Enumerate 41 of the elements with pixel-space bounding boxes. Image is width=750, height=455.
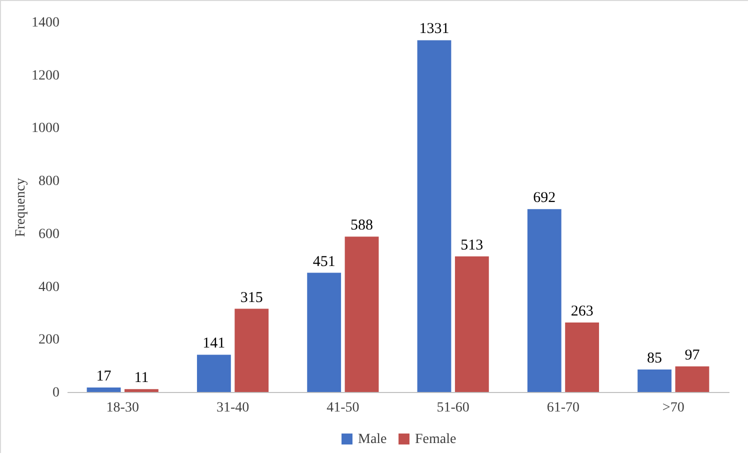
bar (196, 354, 231, 392)
y-tick-label: 1400 (32, 16, 60, 30)
data-label: 692 (533, 190, 556, 206)
data-label: 85 (647, 350, 662, 367)
y-tick-label: 1200 (32, 68, 60, 84)
bar (454, 256, 489, 392)
data-label: 1331 (419, 21, 450, 38)
data-label: 315 (240, 290, 263, 306)
legend-label: Female (415, 432, 456, 447)
bar (675, 366, 710, 392)
data-label: 588 (350, 218, 374, 234)
bar (234, 308, 269, 392)
x-tick-label: 31-40 (216, 400, 250, 416)
data-label: 513 (460, 237, 484, 254)
bar (565, 322, 600, 392)
x-tick-label: 61-70 (546, 400, 580, 416)
data-label: 141 (202, 336, 226, 352)
x-tick-label: >70 (662, 400, 684, 416)
data-label: 263 (570, 303, 594, 320)
y-tick-label: 600 (38, 226, 60, 242)
bar (527, 209, 562, 392)
bar (344, 236, 379, 392)
x-tick-label: 41-50 (326, 400, 360, 416)
y-tick-label: 400 (38, 280, 60, 295)
y-tick-label: 200 (38, 332, 60, 348)
x-tick-label: 51-60 (436, 400, 470, 416)
bar (638, 370, 672, 392)
legend-label: Male (358, 432, 387, 447)
data-label: 11 (134, 370, 149, 386)
y-axis-title: Frequency (14, 178, 28, 238)
y-tick-label: 1000 (32, 121, 60, 136)
bar (124, 389, 158, 392)
bar (86, 388, 121, 392)
y-tick-label: 0 (52, 386, 60, 400)
x-tick-label: 18-30 (106, 400, 139, 416)
data-label: 97 (684, 347, 700, 364)
bar (417, 40, 452, 392)
data-label: 451 (312, 254, 336, 270)
bar (307, 272, 342, 392)
y-tick-label: 800 (38, 174, 60, 190)
data-label: 17 (96, 368, 112, 385)
